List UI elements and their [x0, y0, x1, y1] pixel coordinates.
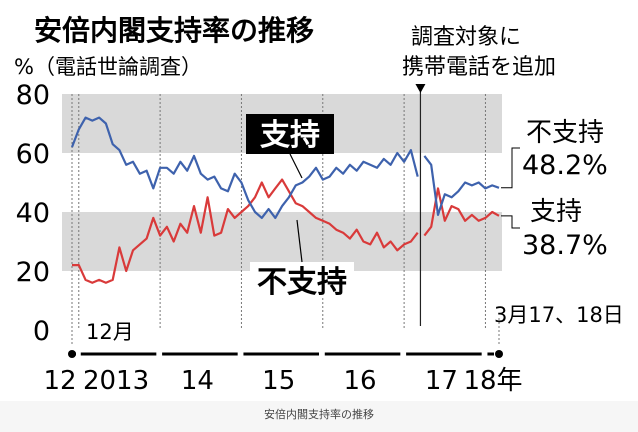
series-line-support-segment-2: [423, 187, 500, 237]
x-tick-label-4: 16: [344, 366, 377, 396]
method-change-arrow-icon: [415, 84, 426, 93]
timeline-end-dot: [495, 350, 503, 358]
chart-annotations: 安倍内閣支持率の推移%（電話世論調査）調査対象に携帯電話を追加支持不支持不支持4…: [14, 14, 624, 396]
series-line-disapprove-segment-1: [70, 116, 419, 219]
method-change-note-line1: 調査対象に: [411, 25, 521, 50]
support-end-leader: [501, 215, 520, 229]
disapprove-end-leader: [501, 147, 520, 189]
chart-frame: 0 20 40 60 80 安倍内閣支持率の推移 %（電話世論調査） 調査対象に携帯電話を追…: [14, 14, 624, 396]
y-tick-label-60: 60: [16, 139, 50, 170]
x-start-label: 12月: [86, 320, 134, 344]
series-line-support-segment-1: [72, 178, 419, 284]
x-tick-label-0: 12: [43, 366, 76, 396]
disapprove-inline-label: 不支持: [257, 265, 347, 300]
method-change-note-line2: 携帯電話を追加: [402, 55, 556, 80]
support-end-value: 38.7%: [522, 230, 608, 261]
y-tick-label-0: 0: [33, 316, 50, 347]
support-inline-leader: [289, 153, 303, 179]
series-layer: [70, 116, 500, 284]
disapprove-inline-label-box: [250, 262, 354, 298]
support-inline-label-box: [246, 114, 334, 154]
support-inline-label: 支持: [260, 118, 320, 153]
support-end-label: 支持: [530, 197, 582, 227]
x-tick-label-1: 2013: [83, 366, 149, 396]
series-line-disapprove-segment-2: [423, 155, 500, 216]
x-tick-label-2: 14: [181, 366, 214, 396]
y-tick-label-40: 40: [16, 198, 50, 229]
disapprove-end-value: 48.2%: [522, 150, 608, 181]
y-axis-label: %（電話世論調査）: [14, 55, 202, 79]
x-end-label: 3月17、18日: [494, 303, 624, 327]
x-tick-label-6: 18年: [463, 366, 522, 396]
x-tick-label-5: 17: [425, 366, 458, 396]
shaded-band-20-40: [62, 212, 502, 271]
chart-title: 安倍内閣支持率の推移: [34, 14, 314, 47]
y-tick-labels: 0 20 40 60 80: [16, 80, 50, 347]
y-tick-label-20: 20: [16, 257, 50, 288]
image-caption: 安倍内閣支持率の推移: [0, 401, 638, 432]
y-tick-label-80: 80: [16, 80, 50, 111]
disapprove-end-label: 不支持: [526, 118, 604, 148]
x-tick-label-3: 15: [262, 366, 295, 396]
disapprove-inline-leader: [296, 219, 303, 263]
